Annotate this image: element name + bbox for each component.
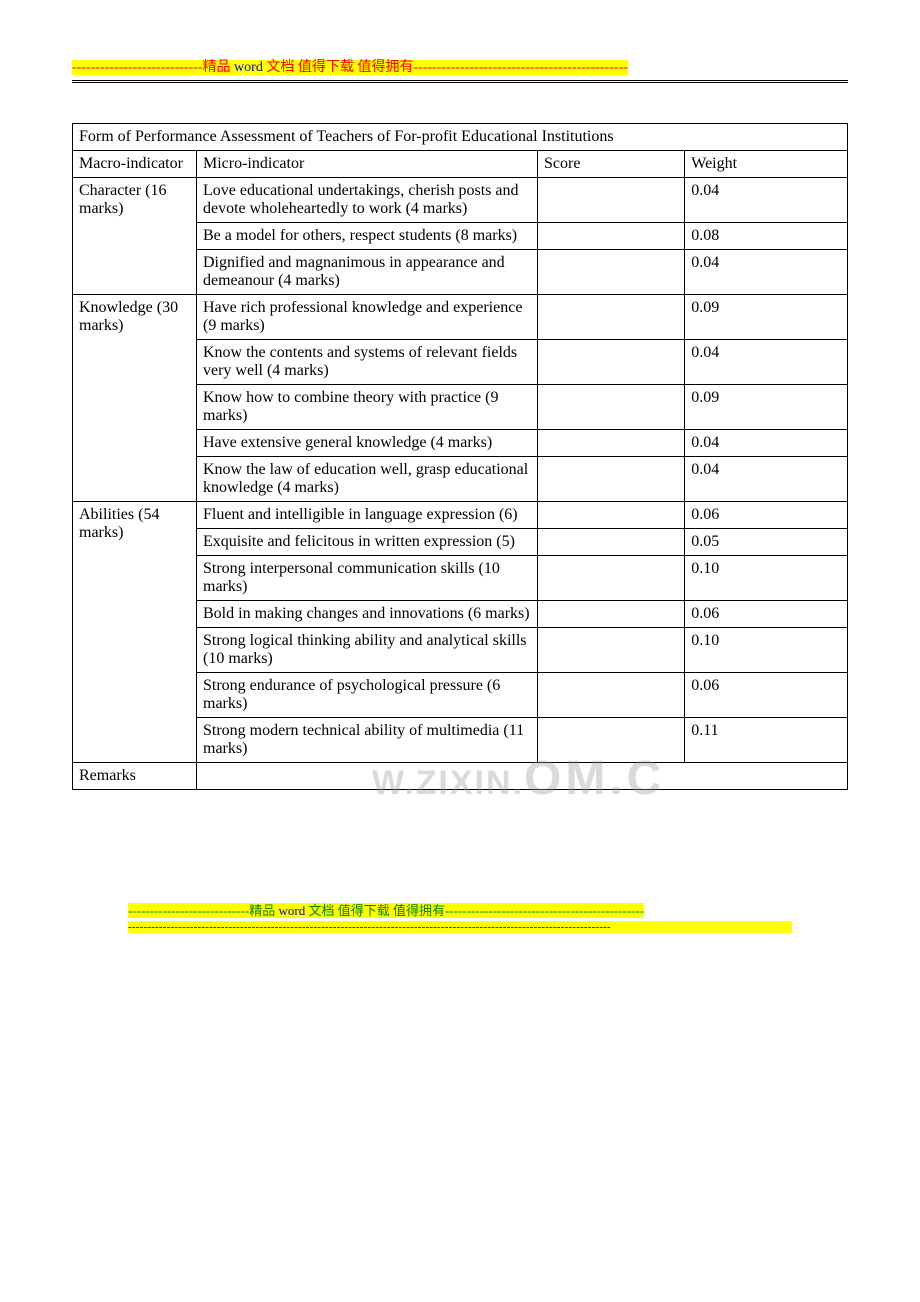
score-cell [538,556,685,601]
weight-cell: 0.04 [685,340,848,385]
remarks-label: Remarks [73,763,197,790]
weight-cell: 0.06 [685,502,848,529]
score-cell [538,457,685,502]
weight-cell: 0.10 [685,556,848,601]
score-cell [538,502,685,529]
table-title-row: Form of Performance Assessment of Teache… [73,124,848,151]
micro-cell: Strong modern technical ability of multi… [197,718,538,763]
table-row: Abilities (54 marks) Fluent and intellig… [73,502,848,529]
score-cell [538,340,685,385]
weight-cell: 0.09 [685,295,848,340]
table-title: Form of Performance Assessment of Teache… [73,124,848,151]
score-cell [538,529,685,556]
micro-cell: Know how to combine theory with practice… [197,385,538,430]
score-cell [538,628,685,673]
micro-cell: Exquisite and felicitous in written expr… [197,529,538,556]
macro-cell-character: Character (16 marks) [73,178,197,295]
score-cell [538,250,685,295]
micro-cell: Fluent and intelligible in language expr… [197,502,538,529]
footer-rule-dashes: ----------------------------------------… [128,921,792,933]
score-cell [538,223,685,250]
micro-cell: Have extensive general knowledge (4 mark… [197,430,538,457]
banner-dashes-right: ----------------------------------------… [413,60,627,75]
micro-cell: Strong logical thinking ability and anal… [197,628,538,673]
header-micro: Micro-indicator [197,151,538,178]
footer-text-2: 文档 值得下载 值得拥有 [308,903,445,918]
header-macro: Macro-indicator [73,151,197,178]
footer-text-1: 精品 [249,903,275,918]
micro-cell: Dignified and magnanimous in appearance … [197,250,538,295]
remarks-row: Remarks [73,763,848,790]
header-banner: ----------------------------精品 word 文档 值… [72,56,848,76]
weight-cell: 0.04 [685,178,848,223]
weight-cell: 0.05 [685,529,848,556]
macro-cell-abilities: Abilities (54 marks) [73,502,197,763]
banner-dashes-left: ---------------------------- [72,60,203,75]
score-cell [538,673,685,718]
micro-cell: Bold in making changes and innovations (… [197,601,538,628]
micro-cell: Strong interpersonal communication skill… [197,556,538,601]
table-row: Character (16 marks) Love educational un… [73,178,848,223]
footer-banner: ----------------------------精品 word 文档 值… [72,900,848,933]
footer-word: word [275,903,308,918]
weight-cell: 0.04 [685,430,848,457]
header-weight: Weight [685,151,848,178]
macro-cell-knowledge: Knowledge (30 marks) [73,295,197,502]
score-cell [538,178,685,223]
weight-cell: 0.04 [685,250,848,295]
banner-word: word [231,60,267,75]
weight-cell: 0.06 [685,601,848,628]
banner-text-2: 文档 值得下载 值得拥有 [266,60,413,75]
micro-cell: Be a model for others, respect students … [197,223,538,250]
score-cell [538,718,685,763]
assessment-table: Form of Performance Assessment of Teache… [72,123,848,790]
score-cell [538,601,685,628]
score-cell [538,430,685,457]
header-score: Score [538,151,685,178]
weight-cell: 0.11 [685,718,848,763]
footer-dashes-left: ---------------------------- [128,903,249,918]
micro-cell: Love educational undertakings, cherish p… [197,178,538,223]
table-header-row: Macro-indicator Micro-indicator Score We… [73,151,848,178]
micro-cell: Have rich professional knowledge and exp… [197,295,538,340]
score-cell [538,385,685,430]
micro-cell: Know the law of education well, grasp ed… [197,457,538,502]
weight-cell: 0.08 [685,223,848,250]
double-rule [72,80,848,83]
micro-cell: Strong endurance of psychological pressu… [197,673,538,718]
weight-cell: 0.06 [685,673,848,718]
micro-cell: Know the contents and systems of relevan… [197,340,538,385]
banner-text-1: 精品 [203,60,231,75]
weight-cell: 0.04 [685,457,848,502]
remarks-value [197,763,848,790]
weight-cell: 0.10 [685,628,848,673]
score-cell [538,295,685,340]
weight-cell: 0.09 [685,385,848,430]
table-row: Knowledge (30 marks) Have rich professio… [73,295,848,340]
footer-dashes-right: ----------------------------------------… [445,903,644,918]
